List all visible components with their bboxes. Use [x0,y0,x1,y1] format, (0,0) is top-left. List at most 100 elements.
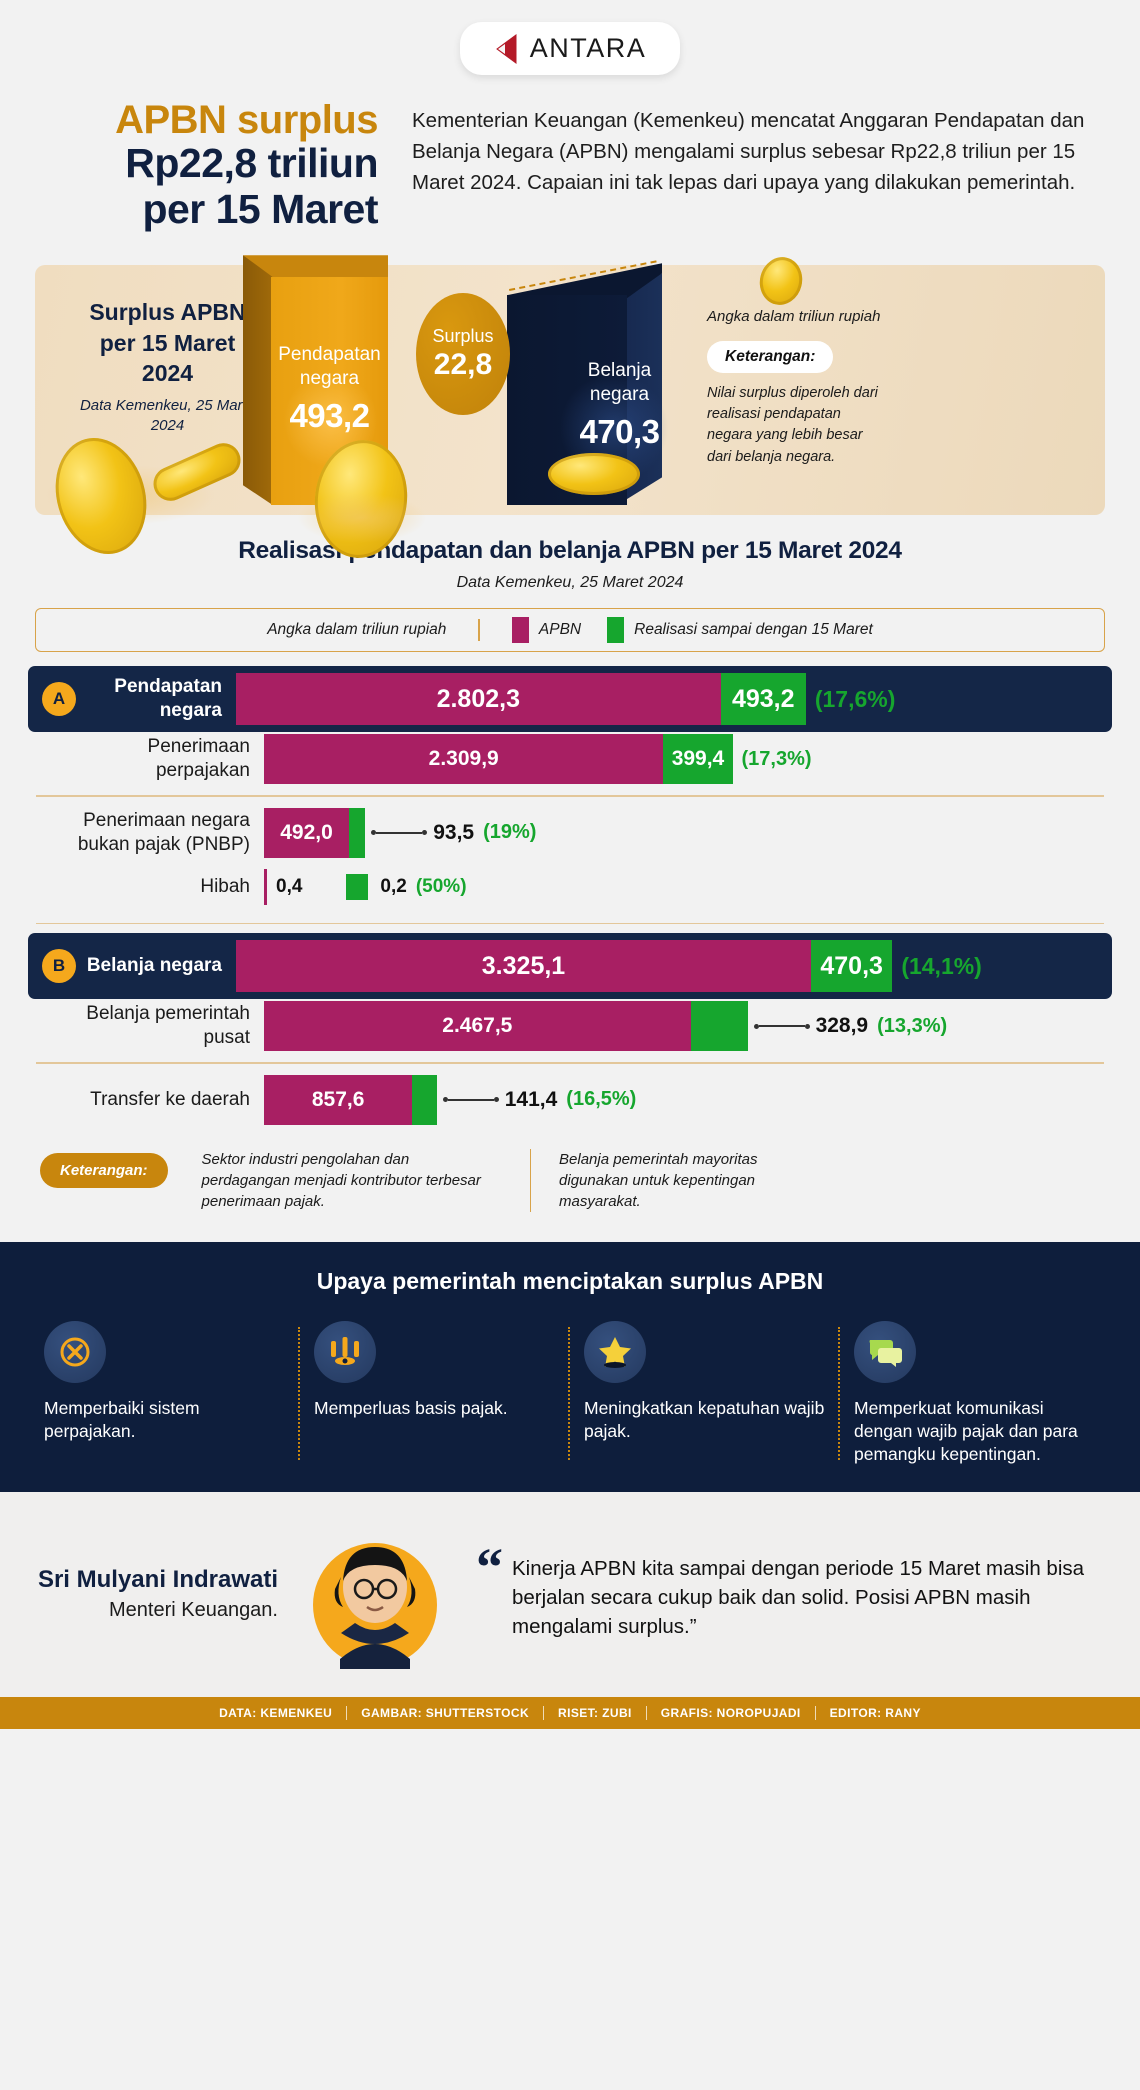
row-realisasi-bar: 493,2 [720,673,806,726]
row-bars: 2.802,3 493,2 (17,6%) [236,673,1112,726]
hero-unit-note: Angka dalam triliun rupiah [707,308,881,326]
surplus-value: 22,8 [433,348,493,382]
headline-line-1: APBN surplus [115,98,378,142]
row-percent: (14,1%) [901,952,982,979]
row-realisasi-bar: 399,4 [663,734,733,785]
brand-logo-bar: ANTARA [0,0,1140,75]
row-label: Belanja pemerintah pusat [86,1003,250,1049]
quote-section: Sri Mulyani Indrawati Menteri Keuangan. … [0,1491,1140,1697]
spending-caption: Belanja negara [587,360,652,405]
legend-label-apbn: APBN [538,621,582,639]
credit-data: DATA: KEMENKEU [219,1705,333,1720]
effort-label: Meningkatkan kepatuhan wajib pajak. [584,1397,825,1441]
intro-paragraph: Kementerian Keuangan (Kemenkeu) mencatat… [412,109,1085,195]
coin-small-top-right [754,252,808,310]
hero-illustration: Surplus APBN per 15 Maret 2024 Data Keme… [35,252,1105,566]
row-divider [36,795,1104,797]
row-apbn-value: 0,4 [276,875,303,897]
quote-body: Kinerja APBN kita sampai dengan periode … [512,1556,1085,1638]
effort-divider [838,1326,840,1460]
credit-grafis: GRAFIS: NOROPUJADI [660,1705,801,1720]
hero-keterangan-body: Nilai surplus diperoleh dari realisasi p… [707,385,878,465]
logo-pill: ANTARA [459,22,681,75]
row-realisasi-bar [690,1001,748,1052]
credit-riset: RISET: ZUBI [558,1705,632,1720]
revenue-value: 493,2 [289,397,370,435]
page-header: APBN surplus Rp22,8 triliun per 15 Maret… [0,75,1140,233]
tax-system-icon [44,1320,106,1383]
row-bars: 3.325,1 470,3 (14,1%) [236,940,1112,993]
row-realisasi-value: 328,9 [815,1014,869,1038]
row-value-connector [371,830,428,836]
row-bars: 2.309,9 399,4 (17,3%) [264,734,1112,785]
hibah-apbn-tick [264,868,267,905]
row-label: Pendapatan negara [114,676,222,722]
quote-person-role: Menteri Keuangan. [108,1599,278,1622]
row-value-connector [753,1023,810,1029]
effort-label: Memperkuat komunikasi dengan wajib pajak… [854,1397,1078,1464]
row-apbn-bar: 857,6 [264,1074,413,1125]
headline-line-3: per 15 Maret [142,186,378,233]
hero-label-source: Data Kemenkeu, 25 Maret 2024 [79,397,256,434]
quote-portrait [300,1519,450,1672]
chart-title: Realisasi pendapatan dan belanja APBN pe… [238,537,902,565]
chart-keterangan-label: Keterangan: [40,1152,168,1188]
row-percent: (17,3%) [741,747,812,770]
row-realisasi-bar [346,873,369,900]
efforts-section: Upaya pemerintah menciptakan surplus APB… [0,1241,1140,1492]
quote-mark-icon: “ [476,1536,503,1597]
surplus-badge: Surplus 22,8 [416,293,510,416]
row-label: Penerimaan perpajakan [147,736,250,782]
spending-value: 470,3 [579,413,660,451]
quote-person-name: Sri Mulyani Indrawati [37,1566,278,1594]
surplus-label: Surplus [432,326,494,347]
row-bars: 492,0 93,5 (19%) [264,807,1112,858]
row-bars: 857,6 141,4 (16,5%) [264,1074,1112,1125]
chart-row: Belanja pemerintah pusat 2.467,5 328,9 (13,… [28,999,1112,1053]
chart-row: Transfer ke daerah 857,6 141,4 (16,5%) [28,1073,1112,1127]
legend-label-realisasi: Realisasi sampai dengan 15 Maret [634,621,873,639]
expand-base-icon [314,1320,376,1383]
chart-subtitle: Data Kemenkeu, 25 Maret 2024 [456,574,684,592]
row-realisasi-value: 93,5 [433,820,475,844]
quote-text-block: “ Kinerja APBN kita sampai dengan period… [450,1536,1140,1641]
effort-label: Memperbaiki sistem perpajakan. [44,1397,200,1441]
row-badge: B [42,949,76,984]
chart-rows: A Pendapatan negara 2.802,3 493,2 (17,6%) Pen… [28,666,1112,1127]
credit-gambar: GAMBAR: SHUTTERSTOCK [361,1705,530,1720]
row-apbn-bar: 2.802,3 [236,673,721,726]
row-percent: (19%) [483,821,537,844]
effort-item-1: Memperbaiki sistem perpajakan. [30,1320,300,1466]
coin-glow-2 [297,493,427,544]
chart-keterangan-row: Keterangan: Sektor industri pengolahan d… [40,1148,1105,1212]
headline-line-2: Rp22,8 triliun [125,140,378,187]
row-apbn-bar: 2.467,5 [264,1001,691,1052]
row-apbn-bar: 3.325,1 [236,940,811,993]
effort-item-3: Meningkatkan kepatuhan wajib pajak. [570,1320,840,1466]
legend-unit-label: Angka dalam triliun rupiah [267,621,447,639]
row-apbn-bar: 2.309,9 [264,734,664,785]
effort-divider [568,1326,570,1460]
legend-swatch-apbn-icon [511,617,529,644]
row-percent: (17,6%) [814,685,896,712]
row-label: Belanja negara [86,955,222,977]
effort-item-4: Memperkuat komunikasi dengan wajib pajak… [840,1320,1110,1466]
row-divider [36,1062,1104,1064]
row-percent: (16,5%) [566,1088,637,1111]
row-divider [36,922,1104,925]
row-label: Transfer ke daerah [90,1088,250,1110]
hero-note-block: Angka dalam triliun rupiah Keterangan: N… [707,307,887,467]
chart-row: B Belanja negara 3.325,1 470,3 (14,1%) [28,933,1112,1000]
row-realisasi-value: 141,4 [504,1087,558,1111]
row-apbn-bar: 492,0 [264,807,350,858]
headline-block: APBN surplus Rp22,8 triliun per 15 Maret [48,99,378,233]
antara-logo-icon [494,33,520,64]
row-bars: 2.467,5 328,9 (13,3%) [264,1001,1112,1052]
row-value-connector [442,1097,499,1103]
row-realisasi-value: 0,2 [380,875,407,897]
row-realisasi-bar [349,807,366,858]
effort-label: Memperluas basis pajak. [314,1397,508,1418]
legend-divider [478,619,480,642]
row-realisasi-bar: 470,3 [811,940,893,993]
row-realisasi-bar [412,1074,437,1125]
